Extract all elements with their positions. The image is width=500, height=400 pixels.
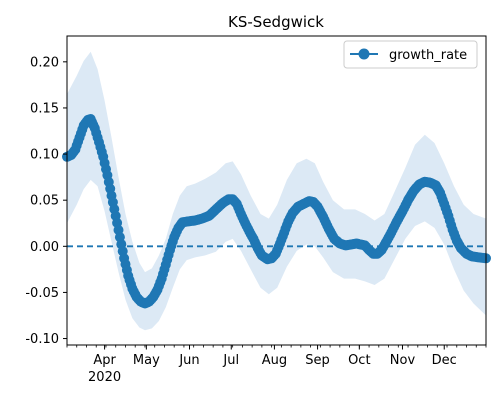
y-tick-label: 0.20 [30, 55, 59, 70]
x-tick-label: Dec [432, 353, 457, 368]
plot-frame [66, 35, 487, 346]
legend-label: growth_rate [389, 48, 467, 63]
x-tick-label: Aug [262, 353, 287, 368]
x-tick-year-label: 2020 [88, 370, 121, 385]
x-tick-label: Nov [390, 353, 416, 368]
chart-title: KS-Sedgwick [228, 13, 324, 31]
legend-box [343, 40, 478, 69]
legend-marker-swatch [358, 48, 370, 60]
y-tick-label: -0.10 [25, 332, 59, 347]
y-tick-label: 0.00 [30, 240, 59, 255]
x-tick-label: Apr [93, 353, 116, 368]
y-tick-label: 0.15 [30, 101, 59, 116]
x-tick-label: Jul [222, 353, 239, 368]
legend: growth_rate [343, 40, 478, 69]
plot-area: -0.10 -0.05 0.00 0.05 0.10 0.15 0.20 Apr 2020 May… [25, 35, 491, 385]
x-tick-label: Oct [348, 353, 370, 368]
x-tick-label: Jun [178, 353, 199, 368]
x-tick-label: Sep [305, 353, 330, 368]
x-tick-label: May [133, 353, 160, 368]
y-tick-label: -0.05 [25, 286, 59, 301]
y-tick-label: 0.10 [30, 148, 59, 163]
y-tick-label: 0.05 [30, 194, 59, 209]
